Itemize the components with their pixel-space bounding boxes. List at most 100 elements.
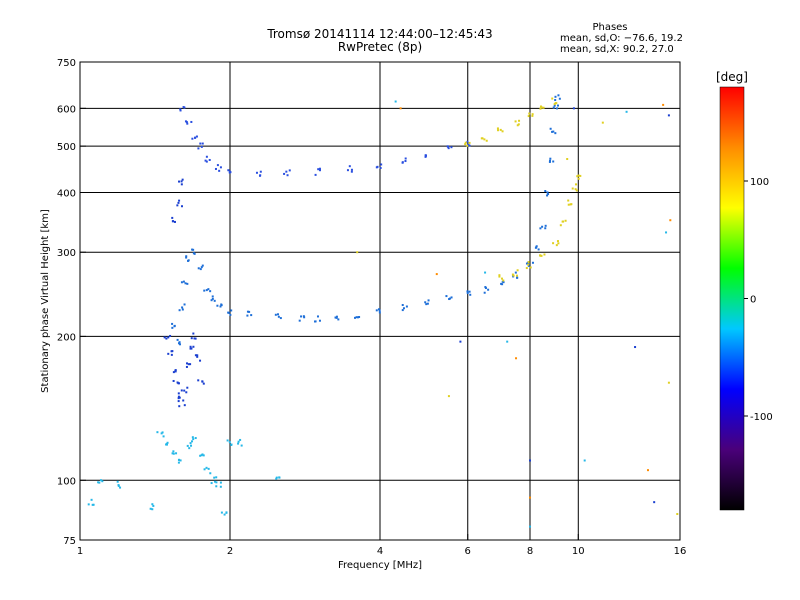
data-point <box>208 158 211 161</box>
data-point <box>464 143 467 146</box>
data-point <box>177 395 180 398</box>
data-point <box>531 261 534 264</box>
data-point <box>527 260 530 263</box>
data-point <box>402 307 405 310</box>
data-point <box>552 106 555 109</box>
data-point <box>216 304 219 307</box>
data-point <box>182 280 185 283</box>
data-point <box>226 439 229 442</box>
data-point <box>179 343 182 346</box>
data-point-outlier <box>665 231 668 234</box>
data-point <box>220 511 223 514</box>
data-point <box>227 311 230 314</box>
data-point <box>562 220 565 223</box>
data-point-outlier <box>653 501 656 504</box>
data-point <box>496 127 499 130</box>
data-point <box>541 106 544 109</box>
data-point <box>229 313 232 316</box>
data-point <box>424 301 427 304</box>
data-point-outlier <box>676 513 679 516</box>
data-point <box>376 165 379 168</box>
data-point <box>180 183 183 186</box>
data-point <box>499 128 502 131</box>
x-tick-label: 16 <box>674 546 687 557</box>
data-point <box>116 480 119 483</box>
data-point <box>237 440 240 443</box>
data-point <box>183 389 186 392</box>
data-point <box>355 316 358 319</box>
data-point <box>199 359 202 362</box>
data-point-outlier <box>625 110 628 113</box>
data-point <box>215 476 218 479</box>
data-point <box>219 481 222 484</box>
data-point <box>200 145 203 148</box>
x-tick-label: 4 <box>377 546 383 557</box>
data-point <box>528 112 531 115</box>
data-point <box>556 104 559 107</box>
data-point <box>213 480 216 483</box>
data-point <box>425 303 428 306</box>
data-point <box>151 508 154 511</box>
data-point <box>178 199 181 202</box>
data-point <box>209 472 212 475</box>
data-point <box>181 178 184 181</box>
data-point <box>350 170 353 173</box>
data-point <box>167 336 170 339</box>
data-point <box>466 140 469 143</box>
data-point <box>177 397 180 400</box>
data-point <box>543 253 546 256</box>
data-point <box>207 288 210 291</box>
data-point <box>178 180 181 183</box>
data-point <box>558 97 561 100</box>
data-point <box>151 503 154 506</box>
phase-stats-x: mean, sd,X: 90.2, 27.0 <box>560 44 674 55</box>
data-point <box>303 316 306 319</box>
data-point <box>194 354 197 357</box>
data-point <box>171 452 174 455</box>
data-point <box>203 468 206 471</box>
y-tick-label: 600 <box>57 104 76 115</box>
data-point <box>190 440 193 443</box>
data-point <box>555 244 558 247</box>
data-point <box>189 345 192 348</box>
y-tick-label: 750 <box>57 58 76 69</box>
data-point <box>162 435 165 438</box>
data-point <box>557 242 560 245</box>
data-point <box>156 431 159 434</box>
data-point-outlier <box>356 251 359 254</box>
data-point <box>502 279 505 282</box>
data-point-outlier <box>566 158 569 161</box>
data-point <box>549 127 552 130</box>
data-point-outlier <box>529 496 531 499</box>
phase-stats-heading: Phases <box>592 22 628 33</box>
data-point <box>404 160 407 163</box>
data-point <box>171 326 174 329</box>
data-point <box>302 315 305 318</box>
data-point <box>230 309 233 312</box>
data-point <box>378 309 381 312</box>
data-point <box>191 248 194 251</box>
data-point <box>571 187 574 190</box>
data-point <box>514 120 517 123</box>
data-point <box>209 290 212 293</box>
data-point <box>177 400 180 403</box>
data-point <box>199 142 202 145</box>
chart-title-line2: RwPretec (8p) <box>337 40 423 54</box>
data-point <box>424 155 427 158</box>
data-point <box>255 171 258 174</box>
data-point <box>171 322 174 325</box>
data-point <box>529 266 532 269</box>
data-point <box>214 167 217 170</box>
data-point <box>186 122 189 125</box>
data-point-outlier <box>515 357 518 360</box>
data-point <box>246 314 249 317</box>
data-point <box>401 304 404 307</box>
data-point <box>190 444 193 447</box>
data-point-outlier <box>667 381 670 384</box>
data-point <box>498 274 501 277</box>
data-point <box>484 287 487 290</box>
data-point <box>181 308 184 311</box>
data-point <box>401 309 404 312</box>
data-point <box>172 371 175 374</box>
data-point <box>191 436 194 439</box>
